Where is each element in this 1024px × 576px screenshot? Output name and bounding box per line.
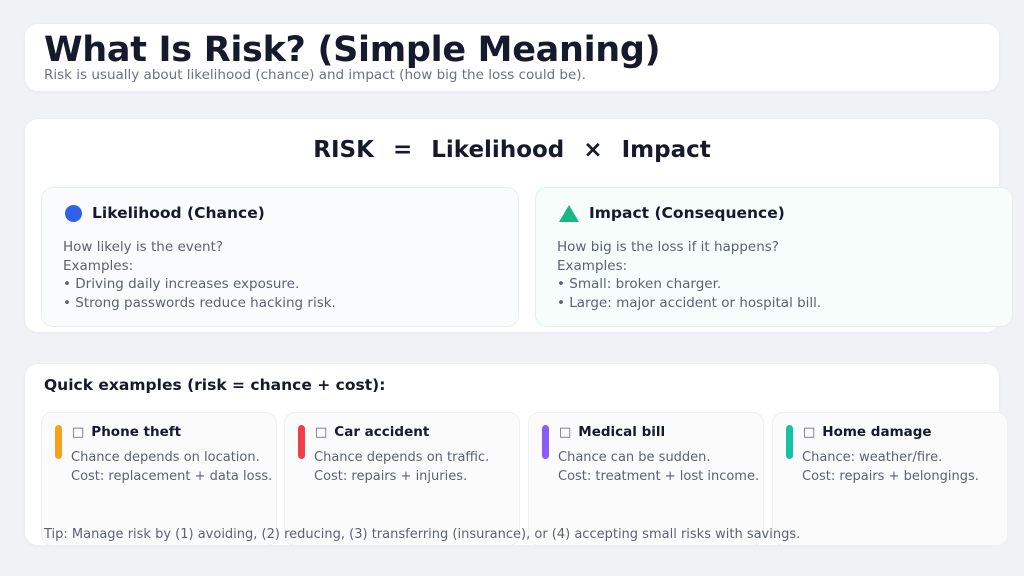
accent-bar-icon [298,425,305,459]
formula-operator-equals: = [392,137,413,163]
concept-likelihood-question: How likely is the event? [63,239,224,255]
concept-impact-question: How big is the loss if it happens? [557,239,779,255]
page-title: What Is Risk? (Simple Meaning) [44,30,661,70]
concept-card-impact-header: Impact (Consequence) [559,204,785,222]
concept-card-impact-title: Impact (Consequence) [589,204,785,222]
example-card-phone-theft-header: □ Phone theft [72,424,181,440]
examples-panel: Quick examples (risk = chance + cost): □… [24,363,1008,546]
concept-impact-bullet-1: • Small: broken charger. [557,276,722,292]
risk-formula: RISK = Likelihood × Impact [25,137,999,163]
example-card-car-accident-header: □ Car accident [315,424,429,440]
concept-panel: RISK = Likelihood × Impact Likelihood (C… [24,118,1013,333]
header-panel: What Is Risk? (Simple Meaning) Risk is u… [24,23,1000,92]
example-home-damage-chance: Chance: weather/fire. [802,450,943,465]
example-medical-bill-chance: Chance can be sudden. [558,450,711,465]
missing-glyph-icon: □ [72,425,85,440]
formula-term-risk: RISK [313,137,374,163]
concept-card-impact-body: How big is the loss if it happens? Examp… [557,238,821,312]
example-card-car-accident-body: Chance depends on traffic. Cost: repairs… [314,449,489,486]
formula-term-impact: Impact [621,137,711,163]
example-card-medical-bill: □ Medical bill Chance can be sudden. Cos… [528,412,764,546]
example-card-phone-theft-title: Phone theft [91,424,182,440]
concept-impact-bullet-2: • Large: major accident or hospital bill… [557,294,822,311]
examples-section-title: Quick examples (risk = chance + cost): [44,376,386,394]
formula-term-likelihood: Likelihood [431,137,565,163]
concept-card-impact: Impact (Consequence) How big is the loss… [535,187,1013,327]
example-card-phone-theft-body: Chance depends on location. Cost: replac… [71,449,272,486]
concept-card-likelihood-header: Likelihood (Chance) [65,204,265,222]
green-triangle-icon [559,204,579,222]
blue-circle-icon [65,204,82,222]
missing-glyph-icon: □ [315,425,328,440]
concept-card-likelihood-body: How likely is the event? Examples: • Dri… [63,238,336,312]
concept-likelihood-examples-label: Examples: [63,257,134,274]
concept-likelihood-bullet-2: • Strong passwords reduce hacking risk. [63,294,336,311]
example-card-home-damage-title: Home damage [822,424,932,440]
concept-card-likelihood-title: Likelihood (Chance) [92,204,265,222]
example-car-accident-cost: Cost: repairs + injuries. [314,468,468,484]
example-card-phone-theft: □ Phone theft Chance depends on location… [41,412,277,546]
missing-glyph-icon: □ [559,425,572,440]
example-car-accident-chance: Chance depends on traffic. [314,450,490,465]
concept-likelihood-bullet-1: • Driving daily increases exposure. [63,276,300,292]
example-card-medical-bill-title: Medical bill [578,424,666,440]
accent-bar-icon [542,425,549,459]
example-card-medical-bill-header: □ Medical bill [559,424,665,440]
concept-card-likelihood: Likelihood (Chance) How likely is the ev… [41,187,519,327]
formula-operator-times: × [583,137,603,163]
missing-glyph-icon: □ [803,425,816,440]
concept-impact-examples-label: Examples: [557,257,628,274]
example-home-damage-cost: Cost: repairs + belongings. [802,468,979,484]
example-medical-bill-cost: Cost: treatment + lost income. [558,468,760,484]
risk-management-tip: Tip: Manage risk by (1) avoiding, (2) re… [44,527,801,542]
example-card-car-accident-title: Car accident [334,424,430,440]
example-card-home-damage: □ Home damage Chance: weather/fire. Cost… [772,412,1008,546]
example-phone-theft-cost: Cost: replacement + data loss. [71,468,273,484]
example-phone-theft-chance: Chance depends on location. [71,450,260,465]
example-card-medical-bill-body: Chance can be sudden. Cost: treatment + … [558,449,759,486]
example-card-home-damage-header: □ Home damage [803,424,932,440]
page-subtitle: Risk is usually about likelihood (chance… [44,67,586,83]
example-card-car-accident: □ Car accident Chance depends on traffic… [284,412,520,546]
example-card-home-damage-body: Chance: weather/fire. Cost: repairs + be… [802,449,979,486]
accent-bar-icon [55,425,62,459]
accent-bar-icon [786,425,793,459]
